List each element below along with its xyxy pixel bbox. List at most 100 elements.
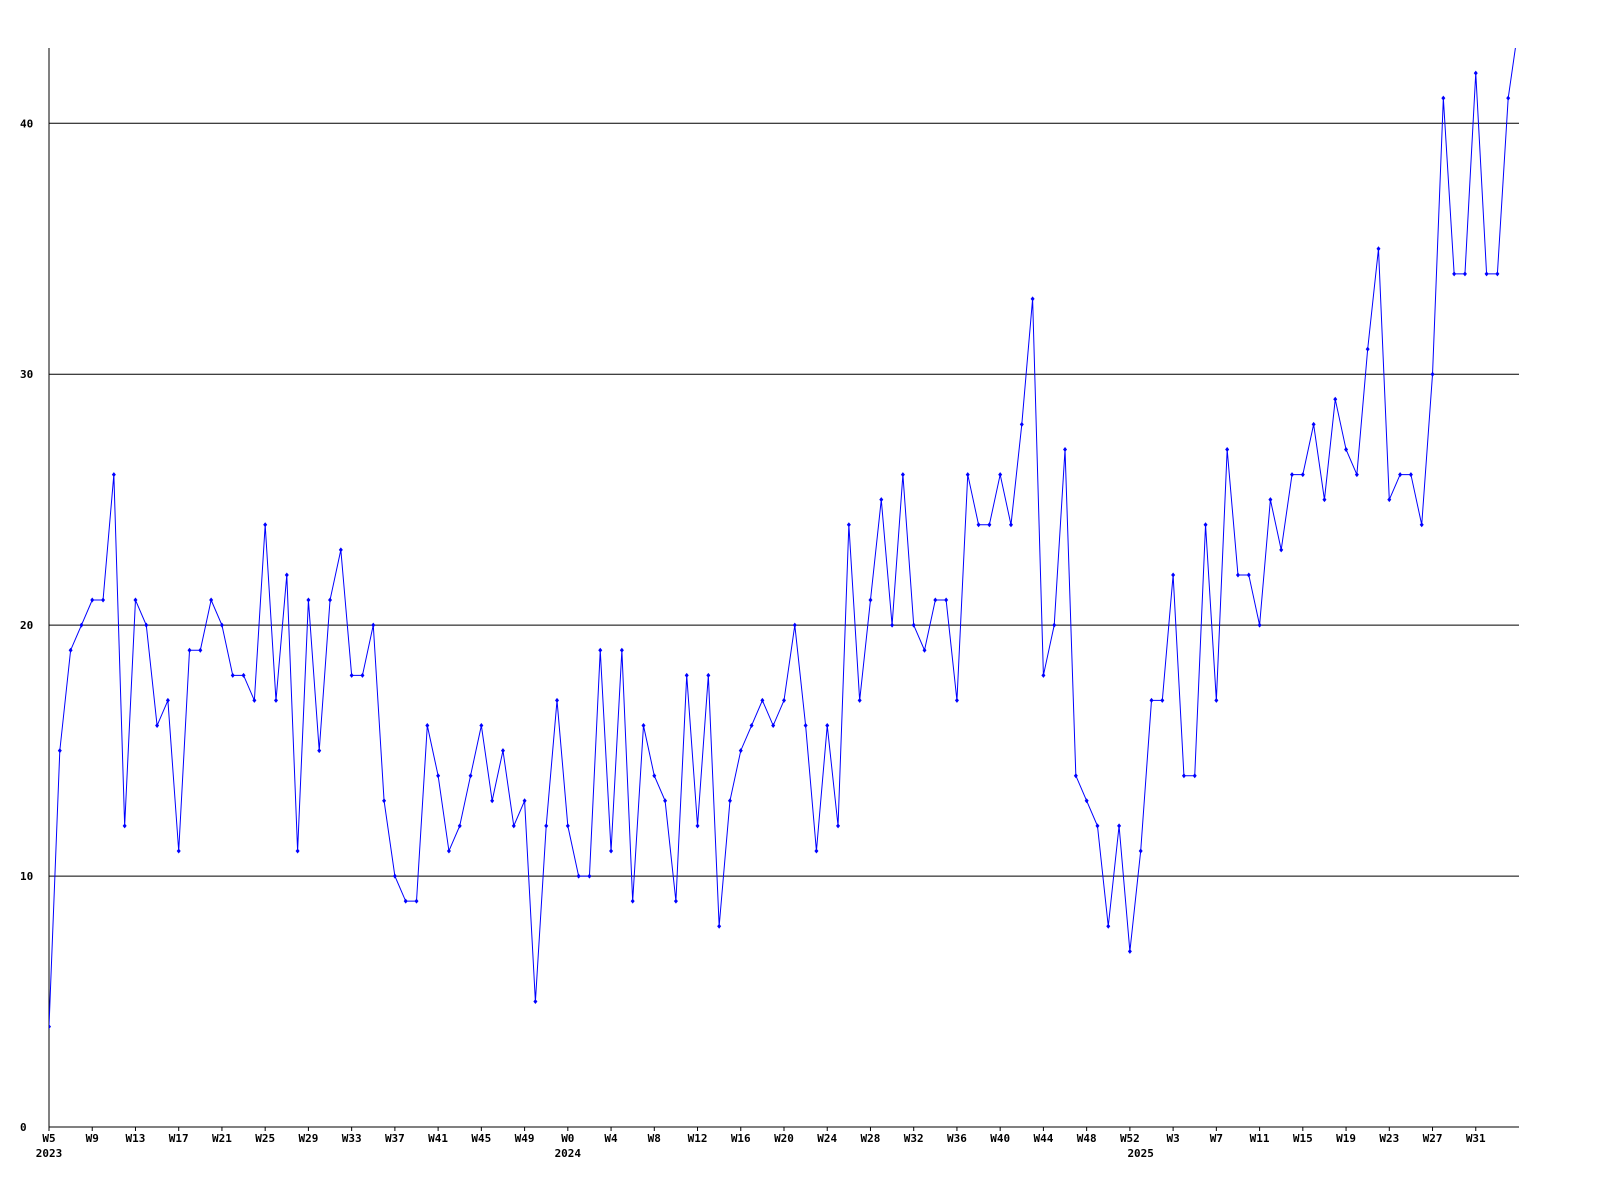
data-point (1225, 446, 1230, 452)
data-point (1473, 70, 1478, 76)
data-point (1019, 421, 1024, 427)
data-point (68, 647, 73, 653)
data-point (565, 823, 570, 829)
x-tick-label: W5 (42, 1132, 55, 1145)
data-point (230, 672, 235, 678)
data-point (1419, 522, 1424, 528)
data-point (144, 622, 149, 628)
data-point (727, 798, 732, 804)
data-point (695, 823, 700, 829)
data-point (555, 697, 560, 703)
data-point (403, 898, 408, 904)
data-point (1268, 497, 1273, 503)
data-point (609, 848, 614, 854)
x-tick-label: W32 (904, 1132, 924, 1145)
data-point (998, 472, 1003, 478)
data-point (155, 723, 160, 729)
data-point (836, 823, 841, 829)
data-point (706, 672, 711, 678)
data-point (749, 723, 754, 729)
y-tick-label: 10 (20, 870, 33, 883)
x-tick-label: W23 (1379, 1132, 1399, 1145)
data-point (944, 597, 949, 603)
data-point (1149, 697, 1154, 703)
data-point (1030, 296, 1035, 302)
data-point (1192, 773, 1197, 779)
data-point (49, 1024, 51, 1030)
data-point (965, 472, 970, 478)
data-point (1203, 522, 1208, 528)
data-point (176, 848, 181, 854)
x-year-label: 2025 (1127, 1147, 1154, 1160)
x-tick-label: W48 (1077, 1132, 1097, 1145)
x-tick-label: W37 (385, 1132, 405, 1145)
data-point (1506, 95, 1511, 101)
data-point (306, 597, 311, 603)
x-tick-label: W24 (817, 1132, 837, 1145)
data-point (90, 597, 95, 603)
data-point (1160, 697, 1165, 703)
x-tick-label: W12 (688, 1132, 708, 1145)
data-point (1171, 572, 1176, 578)
data-point (1344, 446, 1349, 452)
data-point (1495, 271, 1500, 277)
data-point (425, 723, 430, 729)
y-tick-label: 0 (20, 1121, 27, 1134)
data-point (101, 597, 106, 603)
data-point (1430, 371, 1435, 377)
data-point (544, 823, 549, 829)
x-tick-label: W36 (947, 1132, 967, 1145)
data-point (382, 798, 387, 804)
data-point (630, 898, 635, 904)
x-tick-label: W40 (990, 1132, 1010, 1145)
data-point (1333, 396, 1338, 402)
data-point (446, 848, 451, 854)
plot-area (49, 48, 1516, 1030)
x-tick-label: W19 (1336, 1132, 1356, 1145)
data-point (782, 697, 786, 703)
x-tick-label: W4 (604, 1132, 618, 1145)
data-point (522, 798, 527, 804)
data-point (360, 672, 365, 678)
x-tick-label: W13 (126, 1132, 146, 1145)
data-point (1484, 271, 1489, 277)
data-point (490, 798, 495, 804)
data-point (760, 697, 765, 703)
data-point (263, 522, 268, 528)
data-point (987, 522, 992, 528)
data-point (1181, 773, 1186, 779)
data-point (511, 823, 516, 829)
x-tick-label: W7 (1210, 1132, 1223, 1145)
data-point (1322, 497, 1327, 503)
data-point (792, 622, 797, 628)
data-point (933, 597, 938, 603)
x-tick-label: W8 (648, 1132, 661, 1145)
data-point (111, 472, 116, 478)
data-point (338, 547, 343, 553)
x-tick-label: W44 (1033, 1132, 1053, 1145)
x-tick-label: W15 (1293, 1132, 1313, 1145)
data-point (879, 497, 884, 503)
data-point (1138, 848, 1143, 854)
data-point (414, 898, 419, 904)
data-point (371, 622, 376, 628)
x-tick-label: W28 (861, 1132, 881, 1145)
y-tick-label: 40 (20, 117, 33, 130)
x-tick-label: W29 (298, 1132, 318, 1145)
data-point (252, 697, 257, 703)
data-point (209, 597, 214, 603)
data-point (1084, 798, 1089, 804)
data-point (1127, 948, 1132, 954)
data-point (57, 748, 62, 754)
data-point (1408, 472, 1413, 478)
data-point (273, 697, 278, 703)
data-point (1246, 572, 1251, 578)
data-point (900, 472, 905, 478)
data-point (1300, 472, 1305, 478)
data-point (1290, 472, 1295, 478)
data-point (328, 597, 333, 603)
data-point (1257, 622, 1262, 628)
x-tick-label: W0 (561, 1132, 574, 1145)
